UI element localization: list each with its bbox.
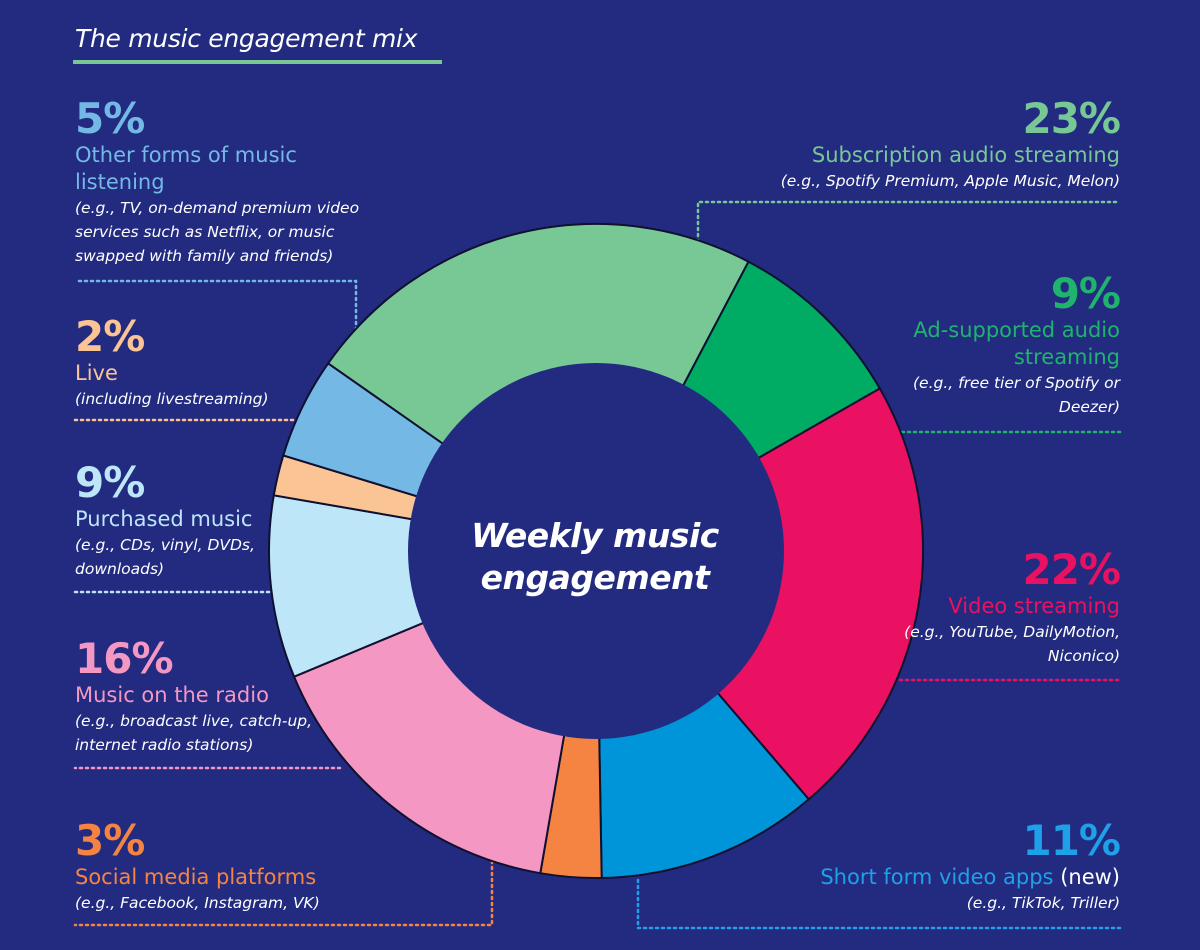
segment-examples: (e.g., broadcast live, catch-up, interne… — [75, 712, 313, 754]
label-ad-supported-audio-streaming: 9% Ad-supported audio streaming (e.g., f… — [890, 269, 1121, 419]
title-underline — [73, 60, 442, 64]
percent-label: 9% — [1050, 269, 1121, 318]
percent-label: 23% — [1022, 94, 1121, 143]
percent-label: 22% — [1022, 545, 1121, 594]
segment-examples: (e.g., Spotify Premium, Apple Music, Mel… — [780, 172, 1120, 190]
segment-examples: (e.g., YouTube, DailyMotion, Niconico) — [904, 623, 1120, 665]
label-purchased-music: 9% Purchased music (e.g., CDs, vinyl, DV… — [75, 460, 285, 581]
segment-name: Short form video apps — [820, 865, 1054, 889]
label-social-media-platforms: 3% Social media platforms (e.g., Faceboo… — [75, 818, 435, 915]
label-other-forms-of-music-listening: 5% Other forms of music listening (e.g.,… — [75, 96, 365, 268]
percent-label: 2% — [75, 312, 145, 361]
percent-label: 5% — [75, 94, 145, 143]
segment-examples: (e.g., free tier of Spotify or Deezer) — [912, 374, 1120, 416]
segment-name-line: Short form video apps (new) — [760, 864, 1120, 891]
segment-name-suffix: (new) — [1060, 865, 1120, 889]
segment-name: Music on the radio — [75, 683, 269, 707]
segment-name: Subscription audio streaming — [811, 143, 1120, 167]
leader-line — [696, 200, 1122, 250]
segment-name: Purchased music — [75, 507, 253, 531]
percent-label: 16% — [75, 634, 174, 683]
segment-examples: (e.g., TikTok, Triller) — [966, 894, 1120, 912]
segment-name: Live — [75, 361, 118, 385]
segment-examples: (e.g., CDs, vinyl, DVDs, downloads) — [75, 536, 255, 578]
label-video-streaming: 22% Video streaming (e.g., YouTube, Dail… — [880, 545, 1121, 668]
leader-line — [73, 279, 358, 332]
page-title: The music engagement mix — [75, 24, 418, 53]
label-live: 2% Live (including livestreaming) — [75, 314, 335, 411]
segment-examples: (e.g., Facebook, Instagram, VK) — [75, 894, 320, 912]
donut-hole — [408, 363, 784, 739]
segment-name: Other forms of music listening — [75, 143, 297, 194]
percent-label: 9% — [75, 458, 145, 507]
leader-line — [636, 878, 1122, 930]
chart-center-title: Weekly music engagement — [471, 516, 719, 597]
segment-name: Ad-supported audio streaming — [913, 318, 1120, 369]
segment-name: Video streaming — [948, 594, 1120, 618]
segment-examples: (including livestreaming) — [75, 390, 269, 408]
label-music-on-the-radio: 16% Music on the radio (e.g., broadcast … — [75, 636, 375, 757]
label-subscription-audio-streaming: 23% Subscription audio streaming (e.g., … — [740, 94, 1121, 193]
segment-name: Social media platforms — [75, 865, 317, 889]
leader-line — [73, 853, 494, 927]
percent-label: 3% — [75, 816, 145, 865]
segment-examples: (e.g., TV, on-demand premium video servi… — [75, 199, 360, 265]
label-short-form-video-apps: 11% Short form video apps (new) (e.g., T… — [760, 816, 1121, 915]
percent-label: 11% — [1022, 816, 1121, 865]
